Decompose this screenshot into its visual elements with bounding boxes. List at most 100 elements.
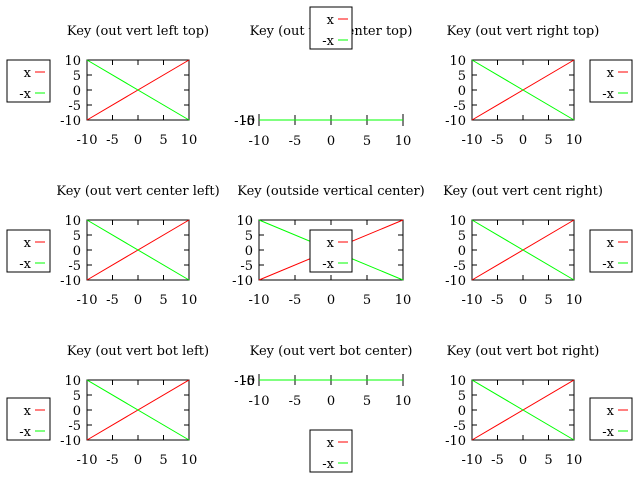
x-tick-label: 0: [327, 293, 335, 308]
x-tick-label: -5: [106, 133, 119, 148]
x-tick-label: 5: [159, 133, 167, 148]
legend-frame: [309, 229, 353, 273]
y-tick-label: 10: [64, 214, 81, 229]
y-tick-label: 10: [64, 54, 81, 69]
legend-frame: [589, 59, 633, 103]
y-tick-label: -10: [60, 114, 81, 129]
x-tick-label: -5: [289, 293, 302, 308]
x-tick-label: 10: [181, 293, 198, 308]
legend-label: -x: [19, 257, 31, 272]
legend-label: -x: [19, 425, 31, 440]
x-tick-label: 5: [544, 453, 552, 468]
y-tick-label: 10: [238, 114, 255, 129]
y-tick-label: 0: [245, 244, 253, 259]
y-tick-label: 0: [73, 244, 81, 259]
y-tick-label: -10: [445, 434, 466, 449]
y-tick-label: -10: [60, 274, 81, 289]
y-tick-label: -5: [242, 374, 255, 389]
chart-3: Key (out vert right top)-10 -5 0 5 10-10-505…: [445, 24, 633, 148]
series-line-neg-x: [471, 59, 575, 121]
x-tick-label: 5: [363, 134, 371, 149]
chart-6: Key (out vert cent right)-10 -5 0 5 10-10-50…: [443, 184, 633, 308]
y-tick-label: -5: [453, 419, 466, 434]
legend: x -x: [6, 229, 51, 273]
y-tick-label: -5: [453, 259, 466, 274]
x-tick-label: -5: [491, 453, 504, 468]
x-tick-label: 0: [134, 293, 142, 308]
chart-7: Key (out vert bot left)-10 -5 0 5 10-10-5051…: [6, 344, 209, 468]
legend-frame: [589, 397, 633, 441]
legend-label: -x: [19, 87, 31, 102]
x-tick-label: -5: [491, 133, 504, 148]
legend: x -x: [589, 229, 633, 273]
y-tick-label: 5: [73, 69, 81, 84]
series-line-neg-x: [86, 219, 190, 281]
x-tick-label: 10: [395, 293, 412, 308]
x-tick-label: -10: [462, 293, 483, 308]
series-line-neg-x: [471, 219, 575, 281]
x-tick-label: -10: [249, 394, 270, 409]
x-tick-label: -5: [491, 293, 504, 308]
x-tick-label: -5: [289, 394, 302, 409]
chart-8: Key (out vert bot center)-10 -5 0 5 10-10-50…: [234, 344, 412, 473]
y-tick-label: 5: [458, 69, 466, 84]
x-tick-label: -5: [106, 293, 119, 308]
y-tick-label: 5: [458, 389, 466, 404]
chart-title: Key (out vert cent right): [443, 184, 603, 199]
x-tick-label: 5: [363, 293, 371, 308]
series-line-neg-x: [86, 59, 190, 121]
chart-title: Key (outside vertical center): [237, 184, 425, 199]
y-tick-label: 0: [458, 244, 466, 259]
y-tick-label: -5: [68, 99, 81, 114]
legend: x -x: [589, 397, 633, 441]
x-tick-label: -10: [462, 133, 483, 148]
legend-label: x: [607, 236, 615, 251]
y-tick-label: -10: [445, 274, 466, 289]
legend-label: x: [24, 66, 32, 81]
legend-label: x: [607, 404, 615, 419]
y-tick-label: -5: [68, 419, 81, 434]
x-tick-label: 10: [395, 134, 412, 149]
x-tick-label: 10: [181, 133, 198, 148]
chart-5: Key (outside vertical center)-10 -5 0 5 10-1…: [232, 184, 425, 308]
x-tick-label: 10: [566, 453, 583, 468]
legend-label: -x: [322, 457, 334, 472]
y-tick-label: -10: [234, 374, 255, 389]
y-tick-label: 10: [449, 214, 466, 229]
legend: x -x: [589, 59, 633, 103]
legend: x -x: [6, 59, 51, 103]
x-tick-label: 0: [327, 394, 335, 409]
x-tick-label: 0: [134, 453, 142, 468]
x-tick-label: -10: [77, 453, 98, 468]
chart-1: Key (out vert left top)-10 -5 0 5 10-10-5051…: [6, 24, 209, 148]
y-tick-label: -10: [234, 114, 255, 129]
chart-4: Key (out vert center left)-10 -5 0 5 10-10-5…: [6, 184, 220, 308]
x-tick-label: 0: [134, 133, 142, 148]
chart-title: Key (out vert left top): [67, 24, 209, 39]
legend-label: x: [327, 436, 335, 451]
legend-label: -x: [602, 425, 614, 440]
series-line-neg-x: [471, 379, 575, 441]
legend-frame: [6, 397, 51, 441]
y-tick-label: 5: [245, 229, 253, 244]
x-tick-label: 0: [327, 134, 335, 149]
x-tick-label: 0: [519, 293, 527, 308]
y-tick-label: 10: [449, 54, 466, 69]
x-tick-label: -10: [77, 133, 98, 148]
chart-2: Key (out vert center top)-10-50510-10-50…: [234, 6, 412, 149]
y-tick-label: 0: [73, 404, 81, 419]
x-tick-label: 0: [519, 453, 527, 468]
x-tick-label: 0: [519, 133, 527, 148]
chart-title: Key (out vert center left): [56, 184, 219, 199]
legend: x -x: [309, 6, 353, 50]
legend-frame: [309, 429, 353, 473]
y-tick-label: 0: [458, 84, 466, 99]
y-tick-label: -10: [445, 114, 466, 129]
legend-label: -x: [322, 34, 334, 49]
y-tick-label: -10: [60, 434, 81, 449]
x-tick-label: -10: [77, 293, 98, 308]
y-tick-label: 10: [64, 374, 81, 389]
legend-frame: [309, 6, 353, 50]
y-tick-label: 5: [247, 114, 255, 129]
